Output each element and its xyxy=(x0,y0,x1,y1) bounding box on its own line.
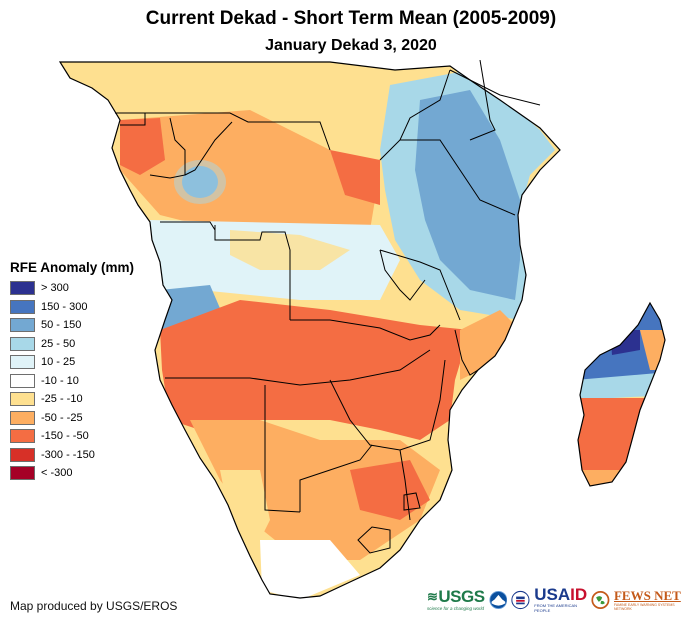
legend-swatch xyxy=(10,410,35,425)
legend-label: -25 - -10 xyxy=(41,393,83,406)
fewsnet-wordmark: FEWS NET xyxy=(613,587,681,603)
credit-text: Map produced by USGS/EROS xyxy=(10,599,178,613)
border-zambia-north xyxy=(290,319,441,341)
usaid-wordmark-blue: USA xyxy=(534,585,571,604)
usaid-tagline: FROM THE AMERICAN PEOPLE xyxy=(534,603,578,613)
zone-moz-north xyxy=(460,310,520,380)
legend-swatch xyxy=(10,447,35,462)
legend-item: -10 - 10 xyxy=(10,372,134,391)
legend-item: -300 - -150 xyxy=(10,446,134,465)
noaa-logo-icon xyxy=(489,590,507,609)
fewsnet-logo: FEWS NET FAMINE EARLY WARNING SYSTEMS NE… xyxy=(613,587,682,611)
usgs-waves-icon: ≋ xyxy=(427,589,438,604)
border-kenya-tanzania xyxy=(400,139,516,216)
border-kenya-ethiopia xyxy=(469,60,496,141)
legend-item: -150 - -50 xyxy=(10,427,134,446)
legend-swatch xyxy=(10,336,35,351)
map-subtitle: January Dekad 3, 2020 xyxy=(265,37,437,54)
border-malawi xyxy=(454,329,479,376)
zone-mada-dry xyxy=(570,398,665,500)
country-borders xyxy=(115,60,541,554)
border-eq-guinea xyxy=(120,113,146,126)
legend-label: > 300 xyxy=(41,282,69,295)
legend-swatch xyxy=(10,355,35,370)
zone-central-dry xyxy=(120,110,380,240)
legend-title: RFE Anomaly (mm) xyxy=(10,260,135,275)
legend-swatch xyxy=(10,392,35,407)
zone-namibia-yellow xyxy=(220,470,270,560)
legend-label: < -300 xyxy=(41,467,73,480)
legend-label: -50 - -25 xyxy=(41,411,83,424)
legend-swatch xyxy=(10,299,35,314)
border-mozambique-sa xyxy=(399,449,411,521)
legend-label: -300 - -150 xyxy=(41,448,95,461)
usgs-tagline: science for a changing world xyxy=(427,606,485,611)
usgs-logo: ≋ USGS science for a changing world xyxy=(427,588,485,611)
border-eswatini xyxy=(403,492,421,511)
usaid-logo: USAID FROM THE AMERICAN PEOPLE xyxy=(534,586,587,613)
border-namibia-botswana xyxy=(264,385,301,513)
border-ethiopia-somalia xyxy=(449,69,541,106)
border-tanzania-zambia xyxy=(379,249,461,321)
usaid-seal-icon xyxy=(511,590,530,609)
legend-item: -50 - -25 xyxy=(10,409,134,428)
border-angola-namibia-zambia xyxy=(165,349,431,386)
legend-item: 150 - 300 xyxy=(10,298,134,317)
fewsnet-tagline: FAMINE EARLY WARNING SYSTEMS NETWORK xyxy=(613,602,675,611)
fewsnet-globe-icon xyxy=(591,590,610,609)
border-angola-drc-west xyxy=(160,221,216,231)
legend-label: -10 - 10 xyxy=(41,374,79,387)
legend-label: -150 - -50 xyxy=(41,430,89,443)
usaid-wordmark-red: ID xyxy=(570,585,588,604)
legend-label: 150 - 300 xyxy=(41,300,88,313)
map-title: Current Dekad - Short Term Mean (2005-20… xyxy=(145,8,557,29)
legend: RFE Anomaly (mm) > 300 150 - 300 50 - 150 2… xyxy=(10,260,134,483)
legend-item: 10 - 25 xyxy=(10,353,134,372)
legend-swatch xyxy=(10,281,35,296)
legend-item: 50 - 150 xyxy=(10,316,134,335)
legend-swatch xyxy=(10,429,35,444)
border-angola-drc xyxy=(214,225,291,320)
zone-drc-red xyxy=(330,150,380,205)
border-sa-botswana xyxy=(299,444,373,512)
legend-item: < -300 xyxy=(10,464,134,483)
border-lesotho xyxy=(357,526,391,554)
border-cameroon-car xyxy=(115,112,331,151)
legend-swatch xyxy=(10,318,35,333)
border-uganda-sudan xyxy=(379,69,451,161)
zone-highveld-red xyxy=(350,460,430,520)
zone-congo-halo xyxy=(174,160,226,204)
legend-item: > 300 xyxy=(10,279,134,298)
zone-mada-northeast xyxy=(640,330,665,370)
zone-southern-dry xyxy=(160,300,470,440)
usgs-wordmark: USGS xyxy=(438,587,485,606)
legend-item: -25 - -10 xyxy=(10,390,134,409)
legend-item: 25 - 50 xyxy=(10,335,134,354)
legend-swatch xyxy=(10,373,35,388)
border-congo-car xyxy=(184,121,233,176)
legend-swatch xyxy=(10,466,35,481)
legend-label: 50 - 150 xyxy=(41,319,82,332)
zone-cape-white xyxy=(260,540,360,598)
legend-label: 10 - 25 xyxy=(41,356,76,369)
border-gabon-congo xyxy=(149,117,186,179)
zone-south-orange xyxy=(190,420,440,560)
rainfall-anomaly-map xyxy=(59,60,666,599)
border-drc-zambia-pedicle xyxy=(379,249,426,301)
zone-gabon-red xyxy=(120,118,165,175)
legend-label: 25 - 50 xyxy=(41,337,76,350)
logo-strip: ≋ USGS science for a changing world USAID… xyxy=(427,586,682,613)
